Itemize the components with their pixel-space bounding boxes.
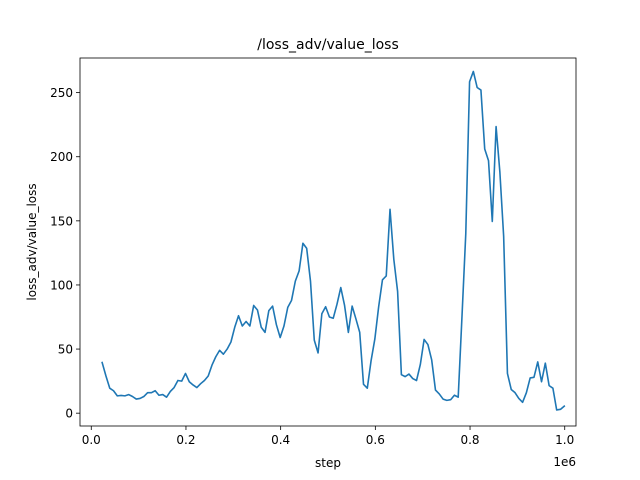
y-tick-label: 50 [58, 343, 73, 357]
x-tick-label: 1.0 [555, 433, 574, 447]
y-tick-label: 250 [50, 86, 73, 100]
plot-area: 0.0 0.2 0.4 0.6 0.8 1.0 0 50 100 150 200 250 [50, 57, 577, 447]
x-axis-offset-label: 1e6 [553, 455, 576, 469]
y-tick-label: 150 [50, 214, 73, 228]
y-tick-label: 200 [50, 150, 73, 164]
y-axis-label: loss_adv/value_loss [25, 183, 39, 300]
y-tick-label: 100 [50, 278, 73, 292]
x-tick-label: 0.8 [460, 433, 479, 447]
x-tick-label: 0.2 [176, 433, 195, 447]
x-tick-label: 0.4 [271, 433, 290, 447]
x-axis-label: step [315, 456, 341, 470]
chart-title: /loss_adv/value_loss [257, 37, 399, 53]
x-tick-label: 0.0 [82, 433, 101, 447]
axes-frame [79, 57, 577, 427]
series-line-0 [101, 70, 566, 411]
y-tick-label: 0 [65, 407, 73, 421]
x-tick-label: 0.6 [366, 433, 385, 447]
